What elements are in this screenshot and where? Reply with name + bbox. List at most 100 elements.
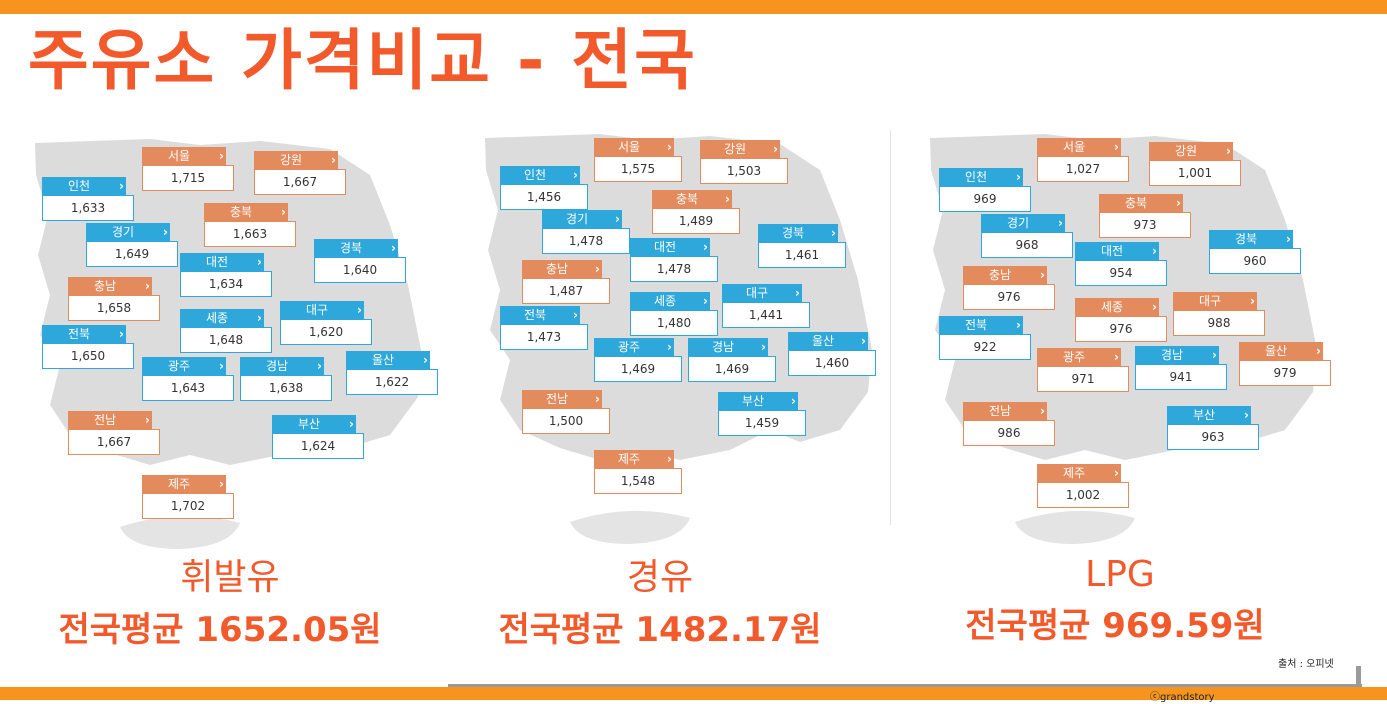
chevron-right-icon: › <box>1040 404 1045 418</box>
region-price: 1,620 <box>280 319 372 345</box>
region-name: 충남 <box>522 260 602 278</box>
chevron-right-icon: › <box>831 226 836 240</box>
region-price: 922 <box>939 334 1031 360</box>
region-callout: 서울 › 1,027 <box>1037 138 1129 182</box>
region-price: 1,638 <box>240 375 332 401</box>
region-price: 1,441 <box>722 302 810 328</box>
region-callout: 제주 › 1,548 <box>594 450 682 494</box>
region-name: 경기 <box>542 210 622 228</box>
region-name: 부산 <box>1167 406 1251 424</box>
region-price: 1,667 <box>68 429 160 455</box>
chevron-right-icon: › <box>257 255 262 269</box>
region-callout: 울산 › 1,622 <box>346 351 438 395</box>
chevron-right-icon: › <box>703 240 708 254</box>
region-callout: 세종 › 1,480 <box>630 292 718 336</box>
region-callout: 경북 › 1,461 <box>758 224 846 268</box>
region-callout: 부산 › 963 <box>1167 406 1259 450</box>
region-price: 976 <box>1075 316 1167 342</box>
region-price: 1,002 <box>1037 482 1129 508</box>
region-callout: 대전 › 1,478 <box>630 238 718 282</box>
region-name: 전북 <box>500 306 580 324</box>
region-callout: 경기 › 1,649 <box>86 223 178 267</box>
chevron-right-icon: › <box>703 294 708 308</box>
region-callout: 충남 › 1,487 <box>522 260 610 304</box>
chevron-right-icon: › <box>163 225 168 239</box>
region-name: 광주 <box>594 338 674 356</box>
region-name: 인천 <box>42 177 126 195</box>
region-name: 부산 <box>272 415 356 433</box>
region-name: 충남 <box>68 277 152 295</box>
region-name: 제주 <box>594 450 674 468</box>
chevron-right-icon: › <box>773 142 778 156</box>
average-label-diesel: 전국평균 1482.17원 <box>498 610 822 650</box>
fuel-label-diesel: 경유 <box>626 557 694 598</box>
chevron-right-icon: › <box>573 168 578 182</box>
map-panel-diesel: 서울 › 1,575 강원 › 1,503 인천 › 1,456 충북 › 1,489 경기 › 1,478… <box>480 130 880 550</box>
chevron-right-icon: › <box>1114 350 1119 364</box>
region-name: 서울 <box>1037 138 1121 156</box>
average-label-gasoline: 전국평균 1652.05원 <box>58 610 382 650</box>
chevron-right-icon: › <box>667 452 672 466</box>
region-name: 대전 <box>1075 242 1159 260</box>
chevron-right-icon: › <box>119 327 124 341</box>
region-price: 971 <box>1037 366 1129 392</box>
region-name: 충남 <box>963 266 1047 284</box>
region-callout: 경남 › 941 <box>1135 346 1227 390</box>
region-callout: 충북 › 1,663 <box>204 203 296 247</box>
region-name: 서울 <box>142 147 226 165</box>
region-name: 전남 <box>522 390 602 408</box>
chevron-right-icon: › <box>145 413 150 427</box>
region-price: 1,650 <box>42 343 134 369</box>
map-panel-gasoline: 서울 › 1,715 강원 › 1,667 인천 › 1,633 충북 › 1,663 경기 › 1,649… <box>30 135 438 555</box>
region-callout: 세종 › 976 <box>1075 298 1167 342</box>
region-price: 969 <box>939 186 1031 212</box>
region-callout: 서울 › 1,715 <box>142 147 234 191</box>
region-name: 경북 <box>758 224 838 242</box>
region-callout: 전북 › 1,473 <box>500 306 588 350</box>
source-note: 출처 : 오피넷 <box>1278 659 1334 670</box>
region-callout: 부산 › 1,624 <box>272 415 364 459</box>
region-callout: 서울 › 1,575 <box>594 138 682 182</box>
region-price: 941 <box>1135 364 1227 390</box>
region-name: 경기 <box>981 214 1065 232</box>
chevron-right-icon: › <box>1286 232 1291 246</box>
chevron-right-icon: › <box>357 303 362 317</box>
chevron-right-icon: › <box>281 205 286 219</box>
jeju-island-shape <box>1015 510 1135 544</box>
chevron-right-icon: › <box>317 359 322 373</box>
bottom-gray-strip <box>448 684 1362 688</box>
chevron-right-icon: › <box>1176 196 1181 210</box>
region-name: 경북 <box>1209 230 1293 248</box>
region-price: 1,489 <box>652 208 740 234</box>
region-price: 973 <box>1099 212 1191 238</box>
average-label-lpg: 전국평균 969.59원 <box>965 606 1265 646</box>
region-callout: 경남 › 1,469 <box>688 338 776 382</box>
chevron-right-icon: › <box>573 308 578 322</box>
region-callout: 전남 › 1,667 <box>68 411 160 455</box>
region-callout: 대구 › 988 <box>1173 292 1265 336</box>
region-price: 968 <box>981 232 1073 258</box>
region-name: 서울 <box>594 138 674 156</box>
region-name: 부산 <box>718 392 798 410</box>
region-price: 963 <box>1167 424 1259 450</box>
region-callout: 강원 › 1,503 <box>700 140 788 184</box>
region-callout: 경기 › 1,478 <box>542 210 630 254</box>
chevron-right-icon: › <box>761 340 766 354</box>
region-name: 경북 <box>314 239 398 257</box>
region-name: 세종 <box>180 309 264 327</box>
region-name: 전북 <box>939 316 1023 334</box>
region-name: 강원 <box>700 140 780 158</box>
chevron-right-icon: › <box>119 179 124 193</box>
region-callout: 제주 › 1,002 <box>1037 464 1129 508</box>
region-callout: 충남 › 976 <box>963 266 1055 310</box>
chevron-right-icon: › <box>219 359 224 373</box>
chevron-right-icon: › <box>861 334 866 348</box>
region-price: 960 <box>1209 248 1301 274</box>
region-price: 1,643 <box>142 375 234 401</box>
region-callout: 세종 › 1,648 <box>180 309 272 353</box>
chevron-right-icon: › <box>1114 140 1119 154</box>
region-price: 1,460 <box>788 350 876 376</box>
region-price: 1,461 <box>758 242 846 268</box>
region-name: 울산 <box>1239 342 1323 360</box>
region-price: 1,702 <box>142 493 234 519</box>
